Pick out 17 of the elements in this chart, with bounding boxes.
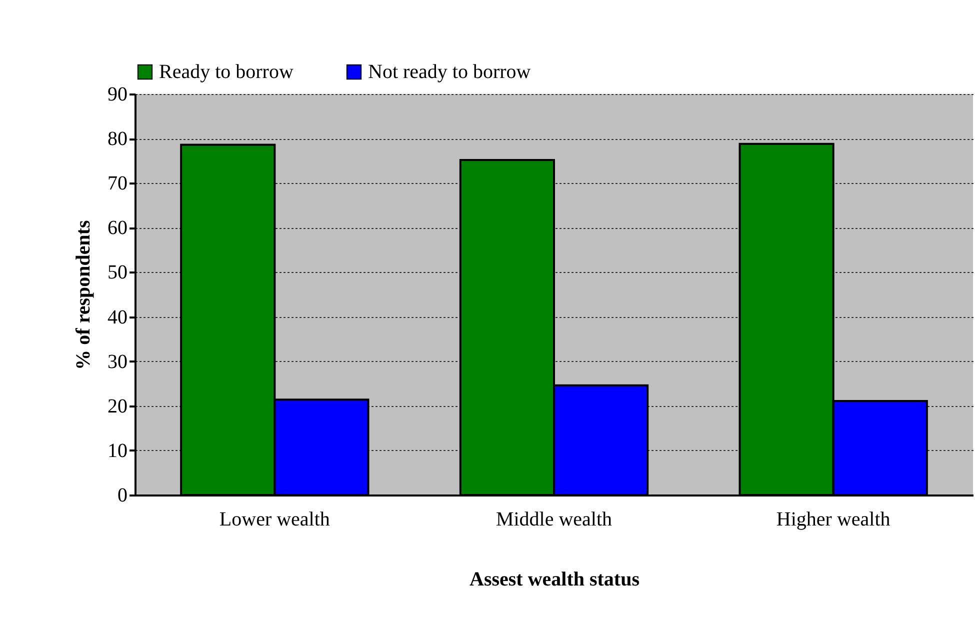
y-tick-label: 50	[108, 262, 128, 284]
y-tick-label: 90	[108, 84, 128, 106]
y-axis-title: % of respondents	[72, 220, 94, 370]
x-tick-label: Higher wealth	[776, 508, 890, 530]
y-tick-label: 0	[118, 484, 128, 506]
x-tick-label: Lower wealth	[219, 508, 330, 530]
y-tick-label: 70	[108, 172, 128, 195]
y-tick-label: 80	[108, 128, 128, 150]
y-tick-label: 20	[108, 395, 128, 418]
y-tick-label: 60	[108, 217, 128, 240]
legend-label: Not ready to borrow	[368, 61, 532, 83]
x-axis-title: Assest wealth status	[470, 568, 640, 590]
legend-label: Ready to borrow	[159, 61, 294, 83]
y-tick-label: 30	[108, 350, 128, 373]
x-tick-label: Middle wealth	[496, 508, 612, 530]
y-tick-label: 40	[108, 306, 128, 328]
y-tick-label: 10	[108, 440, 128, 462]
